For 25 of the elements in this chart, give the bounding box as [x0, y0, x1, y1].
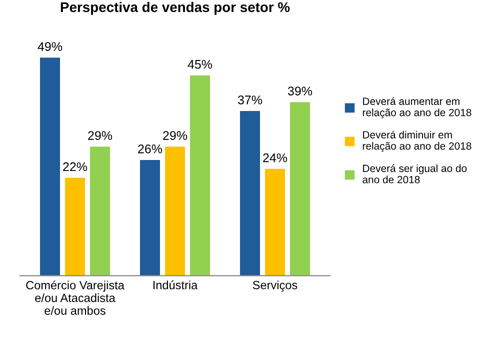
legend-label: Deverá aumentar em relação ao ano de 2018 [362, 97, 472, 118]
data-label: 29% [163, 131, 188, 140]
data-label: 24% [263, 153, 288, 162]
bar [40, 58, 60, 276]
data-label: 29% [88, 131, 112, 140]
legend-label: Deverá ser igual ao do ano de 2018 [362, 164, 467, 184]
bar [240, 111, 260, 276]
data-label: 26% [138, 144, 162, 154]
data-label: 49% [38, 42, 62, 51]
bar [265, 168, 285, 276]
data-label: 39% [288, 86, 312, 96]
chart-title: Perspectiva de vendas por setor % [60, 2, 290, 15]
bar [190, 75, 210, 276]
data-label: 45% [188, 60, 212, 69]
data-label: 37% [238, 96, 262, 104]
x-tick-label: Indústria [153, 280, 198, 290]
bar [290, 102, 310, 276]
data-label: 22% [63, 162, 88, 172]
x-tick-label: Serviços [252, 280, 298, 292]
bar [140, 160, 160, 276]
bar [90, 146, 110, 276]
bar [165, 146, 185, 276]
bar [65, 178, 85, 276]
legend-label: Deverá diminuir em relação ao ano de 2018 [362, 130, 472, 152]
x-tick-label: Comércio Varejista e/ou Atacadista e/ou ambos [26, 280, 124, 315]
